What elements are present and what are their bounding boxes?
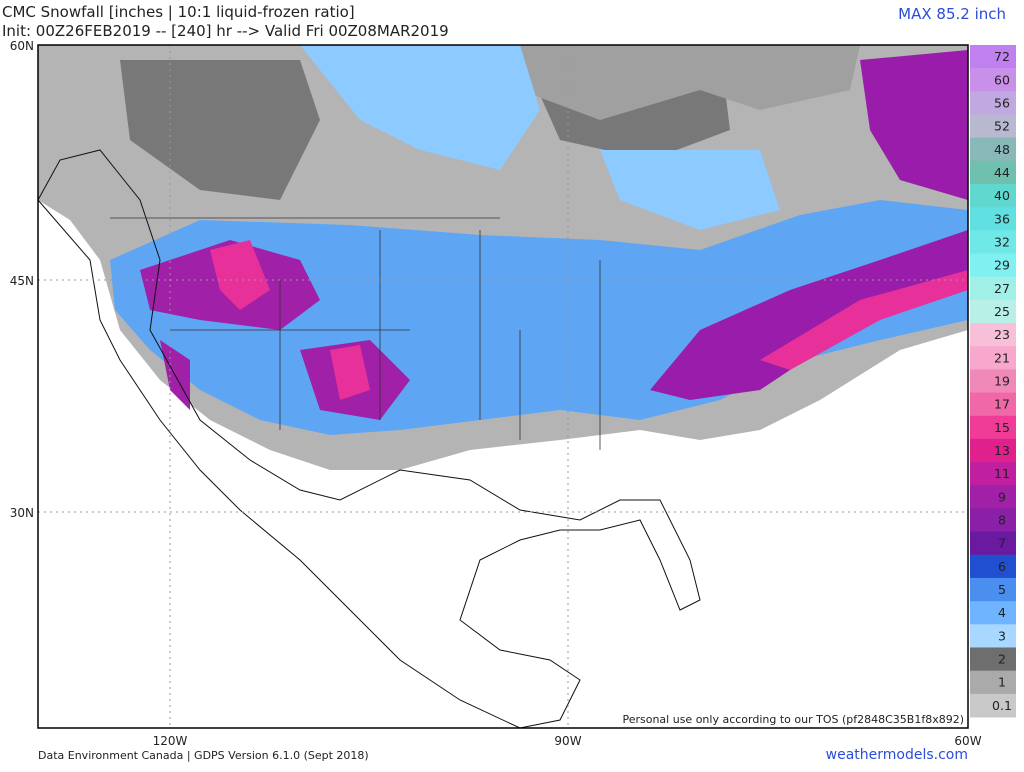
legend-label: 32 [994,234,1010,249]
legend-label: 2 [998,652,1006,667]
lat-label: 45N [10,274,34,288]
legend-label: 48 [994,142,1010,157]
legend-swatch [970,369,1016,394]
color-legend: 7260565248444036322927252321191715131198… [970,45,1016,718]
legend-swatch [970,462,1016,486]
legend-swatch [970,693,1016,718]
legend-swatch [970,45,1016,69]
legend-label: 52 [994,119,1010,134]
legend-label: 29 [994,258,1010,273]
legend-label: 27 [994,281,1010,296]
legend-label: 36 [994,211,1010,226]
legend-label: 3 [998,628,1006,643]
legend-swatch [970,346,1016,370]
legend-label: 23 [994,327,1010,342]
lon-label: 120W [153,734,188,748]
legend-swatch [970,160,1016,185]
legend-label: 0.1 [992,698,1012,713]
legend-swatch [970,253,1016,278]
max-value: MAX 85.2 inch [898,5,1006,23]
legend-label: 15 [994,420,1010,435]
lon-label: 90W [554,734,581,748]
lat-label: 30N [10,506,34,520]
legend-swatch [970,68,1016,92]
legend-label: 5 [998,582,1006,597]
legend-label: 17 [994,397,1010,412]
legend-label: 25 [994,304,1010,319]
legend-label: 44 [994,165,1010,180]
legend-label: 56 [994,95,1010,110]
tos-notice: Personal use only according to our TOS (… [622,713,964,726]
legend-label: 72 [994,49,1010,64]
legend-swatch [970,114,1016,139]
legend-label: 1 [998,675,1006,690]
legend-swatch [970,276,1016,301]
legend-swatch [970,624,1016,648]
lon-label: 60W [954,734,981,748]
lat-label: 60N [10,39,34,53]
legend-swatch [970,392,1016,417]
legend-swatch [970,531,1016,556]
legend-swatch [970,647,1016,672]
source: Data Environment Canada | GDPS Version 6… [38,749,369,762]
legend-swatch [970,601,1016,625]
legend-label: 4 [998,605,1006,620]
legend-swatch [970,508,1016,533]
legend-label: 6 [998,559,1006,574]
legend-label: 13 [994,443,1010,458]
legend-swatch [970,323,1016,347]
legend-label: 19 [994,374,1010,389]
legend-label: 40 [994,188,1010,203]
title: CMC Snowfall [inches | 10:1 liquid-froze… [2,3,355,21]
subtitle: Init: 00Z26FEB2019 -- [240] hr --> Valid… [2,22,449,40]
legend-label: 8 [998,513,1006,528]
legend-label: 7 [998,536,1006,551]
legend-swatch [970,438,1016,463]
legend-swatch [970,415,1016,440]
legend-label: 60 [994,72,1010,87]
legend-label: 9 [998,489,1006,504]
legend-swatch [970,299,1016,324]
legend-swatch [970,207,1016,231]
legend-swatch [970,554,1016,579]
legend-label: 21 [994,350,1010,365]
legend-swatch [970,577,1016,602]
legend-swatch [970,184,1016,208]
site: weathermodels.com [826,747,968,763]
legend-label: 11 [994,466,1010,481]
legend-swatch [970,91,1016,116]
legend-swatch [970,230,1016,255]
legend-swatch [970,137,1016,162]
map [37,44,969,729]
legend-swatch [970,670,1016,695]
legend-swatch [970,485,1016,509]
